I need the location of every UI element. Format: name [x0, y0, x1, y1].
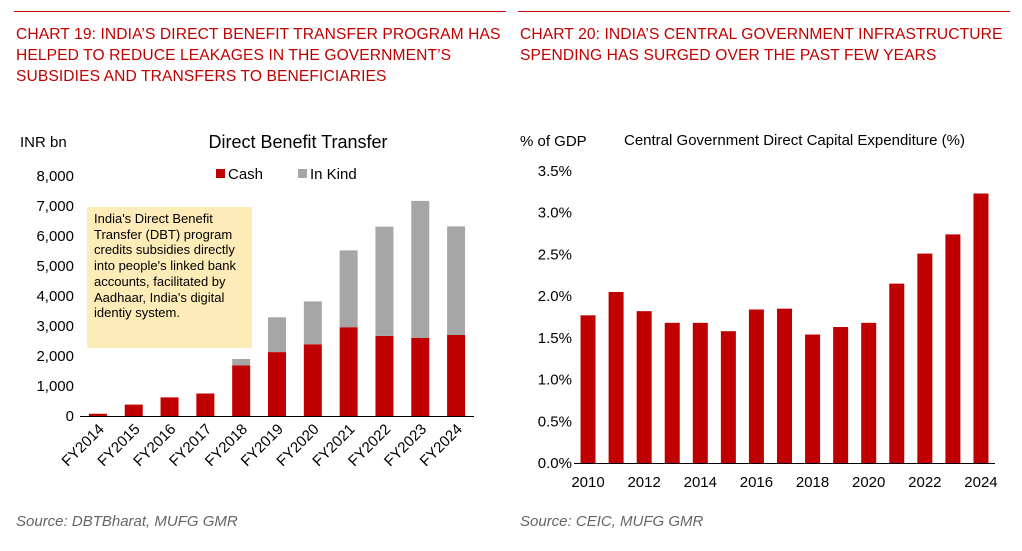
- x-tick-label: 2024: [964, 474, 997, 491]
- bar-cash-fy2021: [339, 327, 358, 416]
- legend-label: In Kind: [310, 166, 357, 183]
- y-tick-label: 1.5%: [538, 330, 572, 347]
- bar-2010: [580, 315, 596, 463]
- legend-swatch-in-kind: [298, 169, 307, 178]
- x-axis-ticks: FY2014FY2015FY2016FY2017FY2018FY2019FY20…: [59, 421, 466, 470]
- x-axis-ticks: 2010 2012 2014 2016 2018 2020 2022 2024: [571, 474, 997, 491]
- chart-title: Central Government Direct Capital Expend…: [624, 132, 965, 149]
- chart19-panel: CHART 19: INDIA’S DIRECT BENEFIT TRANSFE…: [14, 0, 506, 551]
- bar-in-kind-fy2018: [232, 359, 251, 366]
- y-tick-label: 0: [66, 408, 74, 425]
- chart19-source: Source: DBTBharat, MUFG GMR: [16, 513, 238, 530]
- bar-2020: [861, 322, 877, 463]
- y-tick-label: 8,000: [36, 168, 74, 185]
- bar-2014: [692, 322, 708, 463]
- y-tick-label: 7,000: [36, 198, 74, 215]
- y-tick-label: 3.5%: [538, 163, 572, 180]
- bar-in-kind-fy2019: [268, 317, 286, 353]
- bar-cash-fy2024: [447, 335, 466, 416]
- y-tick-label: 6,000: [36, 228, 74, 245]
- chart-title: Direct Benefit Transfer: [208, 132, 387, 152]
- bar-cash-fy2023: [411, 338, 430, 416]
- capex-chart: % of GDP Central Government Direct Capit…: [520, 132, 998, 491]
- x-tick-label: 2020: [852, 474, 885, 491]
- x-tick-label: 2010: [571, 474, 604, 491]
- bar-cash-fy2016: [160, 397, 179, 416]
- bars: [580, 193, 989, 464]
- annotation-note: India's Direct Benefit Transfer (DBT) pr…: [87, 207, 252, 348]
- legend-label: Cash: [228, 166, 263, 183]
- bar-in-kind-fy2022: [375, 226, 394, 336]
- bar-2011: [608, 291, 624, 463]
- chart19-heading: CHART 19: INDIA’S DIRECT BENEFIT TRANSFE…: [16, 26, 501, 85]
- bar-cash-fy2022: [375, 335, 394, 416]
- bar-2018: [805, 334, 821, 463]
- bar-cash-fy2019: [268, 352, 286, 416]
- x-tick-label: 2022: [908, 474, 941, 491]
- bar-cash-fy2018: [232, 365, 251, 416]
- bar-2023: [945, 234, 961, 463]
- y-tick-label: 4,000: [36, 288, 74, 305]
- bar-2015: [720, 331, 736, 463]
- bar-cash-fy2017: [196, 393, 215, 416]
- y-tick-label: 3.0%: [538, 205, 572, 222]
- panel-top-rule: [14, 11, 506, 12]
- bar-2019: [833, 327, 849, 463]
- bar-cash-fy2020: [303, 344, 322, 416]
- chart20-panel: CHART 20: INDIA’S CENTRAL GOVERNMENT INF…: [518, 0, 1010, 551]
- y-tick-label: 2.5%: [538, 246, 572, 263]
- bar-2012: [636, 311, 652, 463]
- bar-in-kind-fy2021: [339, 250, 358, 328]
- y-tick-label: 3,000: [36, 318, 74, 335]
- y-tick-label: 0.5%: [538, 413, 572, 430]
- chart20-source: Source: CEIC, MUFG GMR: [520, 513, 704, 530]
- bar-2024: [973, 193, 989, 464]
- bar-2022: [917, 253, 933, 463]
- legend-swatch-cash: [216, 169, 225, 178]
- y-tick-label: 5,000: [36, 258, 74, 275]
- y-axis-ticks: 0.0% 0.5% 1.0% 1.5% 2.0% 2.5% 3.0% 3.5%: [538, 163, 572, 472]
- bar-in-kind-fy2023: [411, 200, 430, 338]
- x-tick-label: 2012: [627, 474, 660, 491]
- y-tick-label: 0.0%: [538, 455, 572, 472]
- y-axis-label: INR bn: [20, 134, 67, 151]
- bar-cash-fy2015: [124, 404, 143, 416]
- y-axis-label: % of GDP: [520, 133, 587, 150]
- x-tick-label: 2016: [740, 474, 773, 491]
- bar-2021: [889, 283, 905, 463]
- bar-cash-fy2014: [88, 413, 107, 416]
- bar-in-kind-fy2020: [303, 301, 322, 345]
- y-tick-label: 2,000: [36, 348, 74, 365]
- dbt-chart: INR bn Direct Benefit Transfer Cash In Ki…: [20, 132, 474, 470]
- legend: Cash In Kind: [216, 166, 357, 183]
- x-tick-label: 2014: [684, 474, 717, 491]
- bar-2016: [748, 309, 764, 463]
- y-tick-label: 1,000: [36, 378, 74, 395]
- panel-top-rule: [518, 11, 1010, 12]
- bars: [88, 200, 466, 416]
- bar-in-kind-fy2024: [447, 226, 466, 335]
- chart20-heading: CHART 20: INDIA’S CENTRAL GOVERNMENT INF…: [520, 26, 1003, 64]
- bar-2013: [664, 322, 680, 463]
- y-tick-label: 2.0%: [538, 288, 572, 305]
- y-axis-ticks: 0 1,000 2,000 3,000 4,000 5,000 6,000 7,000 8,00…: [36, 168, 74, 425]
- x-tick-label: 2018: [796, 474, 829, 491]
- y-tick-label: 1.0%: [538, 372, 572, 389]
- bar-2017: [777, 308, 792, 463]
